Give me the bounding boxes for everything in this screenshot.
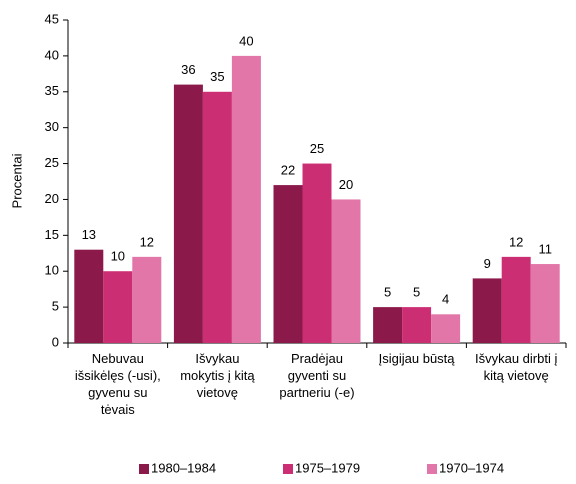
bar [431,314,461,343]
value-label: 22 [281,163,295,178]
value-label: 25 [310,141,324,156]
legend-label: 1975–1979 [295,460,360,475]
bar [103,271,133,343]
legend-label: 1980–1984 [151,460,216,475]
y-axis-label: Procentai [9,153,24,208]
value-label: 11 [538,241,552,256]
value-label: 5 [384,285,391,300]
y-tick-label: 15 [45,227,59,242]
y-tick-label: 30 [45,119,59,134]
x-tick-label-line: kitą vietovę [484,368,549,383]
value-label: 35 [210,69,224,84]
bar [231,55,261,344]
bar [530,264,560,343]
y-tick-label: 10 [45,263,59,278]
x-tick-label: Pradėjau gyventi su partneriu (-e) [279,351,354,400]
y-tick-label: 25 [45,155,59,170]
y-tick-label: 5 [52,299,59,314]
value-label: 36 [181,62,195,77]
x-tick-label: Nebuvau išsikėlęs (-usi), gyvenu su tėvais [75,351,161,417]
x-tick-label-line: Pradėjau [291,351,343,366]
bar [373,307,403,343]
x-tick-label-line: tėvais [101,402,135,417]
bar [202,91,232,344]
bar [74,249,104,343]
y-tick-label: 40 [45,47,59,62]
y-tick-label: 45 [45,11,59,26]
x-tick-label: Išvykau mokytis į kitą vietovę [180,351,255,400]
x-tick-label-line: mokytis į kitą [180,368,255,383]
bar [132,256,162,343]
x-tick-label-line: gyventi su [288,368,347,383]
value-label: 40 [239,33,253,48]
bar [331,199,361,343]
legend-label: 1970–1974 [439,460,504,475]
x-tick-label-line: Išvykau [195,351,239,366]
x-tick-label-line: Nebuvau [92,351,144,366]
x-tick-label: Įsigijau būstą [379,351,456,366]
legend-swatch [427,464,437,474]
legend-swatch [283,464,293,474]
x-tick-label-line: išsikėlęs (-usi), [75,368,161,383]
x-tick-label-line: gyvenu su [88,385,147,400]
value-label: 12 [509,234,523,249]
x-tick-label-line: partneriu (-e) [279,385,354,400]
value-label: 10 [111,249,125,264]
value-label: 12 [140,234,154,249]
value-label: 20 [339,177,353,192]
x-tick-label-line: Įsigijau būstą [379,351,456,366]
legend-swatch [139,464,149,474]
value-label: 4 [442,292,449,307]
bar [302,163,332,343]
bar [402,307,432,343]
y-tick-label: 35 [45,83,59,98]
value-label: 9 [484,256,491,271]
y-tick-label: 20 [45,191,59,206]
x-tick-label: Išvykau dirbti į kitą vietovę [475,351,557,383]
bar [273,185,303,343]
x-tick-label-line: vietovę [197,385,238,400]
bar [501,256,531,343]
y-tick-label: 0 [52,334,59,349]
value-label: 5 [413,285,420,300]
bar [173,84,203,343]
x-tick-label-line: Išvykau dirbti į [475,351,557,366]
bar [472,278,502,343]
value-label: 13 [82,227,96,242]
